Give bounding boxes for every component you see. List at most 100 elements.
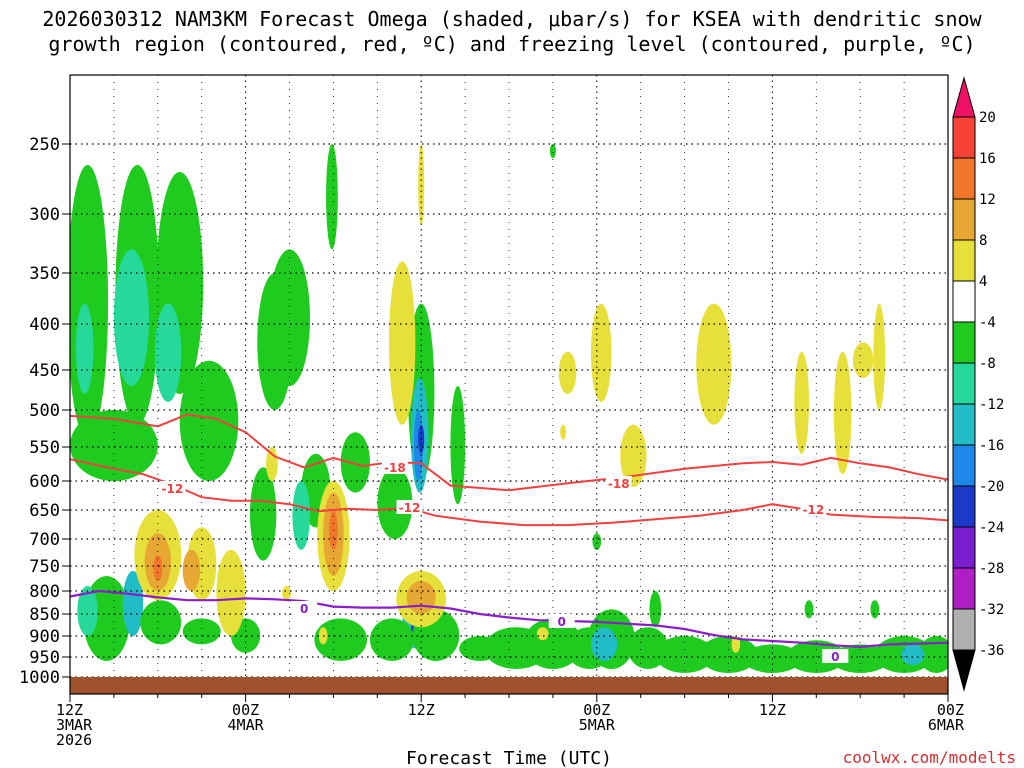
omega-shade-cell [377, 467, 413, 539]
omega-shade-cell [873, 303, 886, 410]
y-tick-label: 300 [29, 205, 60, 225]
omega-shade-cell [70, 165, 109, 440]
omega-shade-cell [560, 424, 567, 440]
colorbar-label: -16 [979, 438, 1004, 454]
x-tick-label: 12Z [56, 701, 83, 719]
contour-label-bg [291, 601, 318, 615]
contour-label-bg [822, 649, 849, 663]
dgz-contour-minus12 [70, 458, 948, 527]
omega-shade-cell [326, 144, 338, 250]
contour-label: -12 [803, 503, 825, 517]
y-tick-label: 550 [29, 438, 60, 458]
contour-label: 0 [558, 615, 566, 629]
omega-shade-cell [292, 481, 310, 550]
colorbar-label: 20 [979, 110, 996, 126]
omega-shade-cell [369, 618, 414, 661]
x-tick-label: 12Z [408, 701, 435, 719]
contour-label: -18 [384, 461, 406, 475]
colorbar-segment [952, 485, 976, 528]
chart-title-line1: 2026030312 NAM3KM Forecast Omega (shaded… [42, 7, 982, 31]
omega-shade-cell [282, 586, 291, 601]
freezing-level-contour [70, 589, 948, 649]
y-tick-label: 500 [29, 401, 60, 421]
colorbar-label: -4 [979, 315, 996, 331]
omega-shade-cell [113, 249, 150, 386]
colorbar-label: -24 [979, 520, 1004, 536]
contour-label-bg [548, 614, 575, 628]
y-tick-label: 250 [29, 135, 60, 155]
colorbar: 20 16 12 8 4 -4 -8 -12 -16 -20 -24 -28 -32 -36 [952, 76, 1004, 692]
contour-label-bg [605, 476, 632, 490]
omega-shade-cell [329, 510, 338, 550]
colorbar-segment [952, 239, 976, 282]
x-axis-label: Forecast Time (UTC) [406, 748, 612, 768]
colorbar-label: -28 [979, 561, 1004, 577]
omega-shade-cell [590, 303, 612, 402]
x-tick-label: 12Z [759, 701, 786, 719]
colorbar-segment [952, 362, 976, 405]
contour-label: -12 [162, 482, 184, 496]
colorbar-segment [952, 444, 976, 487]
omega-shade-cell [179, 360, 239, 481]
omega-shade-cell [314, 618, 368, 661]
x-tick-label: 5MAR [579, 716, 616, 734]
omega-shade-cell [549, 144, 556, 158]
omega-shade-cell [696, 303, 732, 425]
colorbar-segment [952, 567, 976, 610]
omega-shade-cell [590, 627, 618, 661]
x-tick-label: 2026 [56, 731, 92, 749]
omega-shade-cell [833, 351, 852, 475]
x-tick-label: 3MAR [56, 716, 93, 734]
colorbar-segment [952, 321, 976, 364]
terrain-band [70, 677, 948, 694]
y-tick-label: 400 [29, 315, 60, 335]
x-tick-label: 4MAR [228, 716, 265, 734]
omega-shade-cell [140, 600, 182, 645]
colorbar-label: 4 [979, 274, 987, 290]
x-tick-label: 00Z [583, 701, 610, 719]
colorbar-segment [952, 198, 976, 241]
omega-shade-cell [153, 555, 163, 581]
omega-shade-cell [699, 636, 758, 673]
colorbar-label: 16 [979, 151, 996, 167]
omega-shade-cell [620, 424, 647, 487]
omega-shade-cell [154, 303, 182, 402]
colorbar-label: -32 [979, 602, 1004, 618]
contour-label-bg [396, 500, 423, 514]
colorbar-segment [952, 116, 976, 159]
colorbar-label: 12 [979, 192, 996, 208]
dgz-contour-minus18 [70, 413, 948, 492]
credit-text: coolwx.com/modelts [843, 748, 1016, 767]
omega-shade-cell [257, 273, 293, 410]
contour-label: 0 [831, 650, 839, 664]
y-tick-label: 350 [29, 264, 60, 284]
y-tick-label: 850 [29, 605, 60, 625]
contour-label: -18 [608, 477, 630, 491]
contour-label-bg [800, 502, 827, 516]
omega-shade-cell [901, 644, 925, 665]
omega-shade-cell [418, 144, 425, 226]
colorbar-segment [952, 157, 976, 200]
omega-shade-cell [655, 636, 714, 673]
omega-shade-cell [340, 432, 370, 493]
y-tick-label: 900 [29, 627, 60, 647]
y-tick-label: 750 [29, 557, 60, 577]
x-tick-label: 6MAR [928, 716, 965, 734]
contours: -18 -12 -12 -18 -12 0 0 0 [70, 413, 948, 664]
colorbar-segment [952, 608, 976, 651]
colorbar-segment [952, 526, 976, 569]
omega-shade-cell [122, 571, 144, 636]
x-tick-label: 00Z [232, 701, 259, 719]
colorbar-label: -12 [979, 397, 1004, 413]
omega-shade-cell [266, 447, 278, 481]
colorbar-label: -20 [979, 479, 1004, 495]
omega-shade-cell [249, 467, 277, 561]
omega-shade-cell [182, 549, 201, 592]
colorbar-top-triangle [952, 76, 976, 118]
chart-title-line2: growth region (contoured, red, ºC) and f… [48, 32, 975, 56]
omega-shade-cell [70, 410, 158, 481]
omega-shade-cell [389, 261, 416, 425]
x-tick-label: 00Z [937, 701, 964, 719]
